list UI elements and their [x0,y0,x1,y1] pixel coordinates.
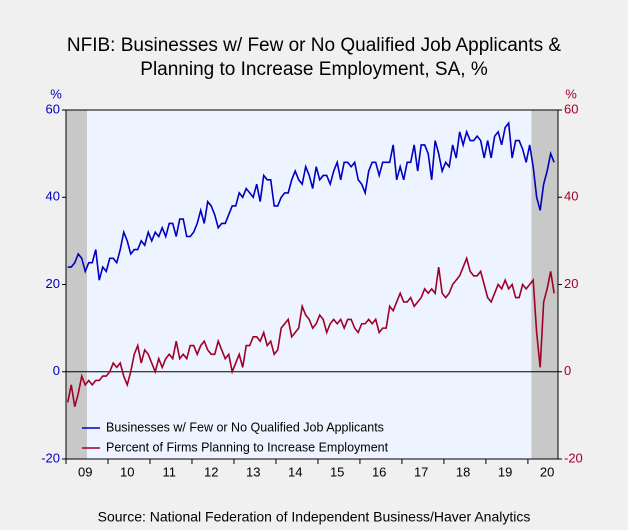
x-tick-label: 19 [498,464,512,479]
x-tick-label: 12 [204,464,218,479]
y-tick-label: 20 [46,276,60,291]
x-tick-label: 17 [414,464,428,479]
x-tick-label: 16 [372,464,386,479]
x-tick-label: 14 [288,464,302,479]
shaded-period [66,110,87,459]
x-tick-label: 13 [246,464,260,479]
chart-title: Planning to Increase Employment, SA, % [140,59,488,80]
source: Source: National Federation of Independe… [98,509,531,525]
legend-label: Businesses w/ Few or No Qualified Job Ap… [106,420,384,434]
shaded-period [531,110,558,459]
x-tick-label: 11 [162,464,176,479]
legend-label: Percent of Firms Planning to Increase Em… [106,440,389,454]
y2-axis-label: % [565,86,577,101]
series-line [66,255,555,407]
chart-title: NFIB: Businesses w/ Few or No Qualified … [67,35,562,56]
x-tick-label: 09 [78,464,92,479]
y2-tick-label: 0 [564,363,571,378]
y-tick-label: 40 [46,189,60,204]
y-tick-label: 0 [53,363,60,378]
y-tick-label: 60 [46,101,60,116]
y2-tick-label: 40 [564,189,578,204]
x-tick-label: 20 [540,464,554,479]
y-tick-label: -20 [41,450,60,465]
x-tick-label: 15 [330,464,344,479]
y2-tick-label: -20 [564,450,583,465]
y-axis-label: % [50,86,62,101]
y2-tick-label: 20 [564,276,578,291]
y2-tick-label: 60 [564,101,578,116]
series-line [67,121,555,281]
plot-area [66,110,558,459]
plot-frame [65,109,559,460]
x-tick-label: 10 [120,464,134,479]
x-tick-label: 18 [456,464,470,479]
